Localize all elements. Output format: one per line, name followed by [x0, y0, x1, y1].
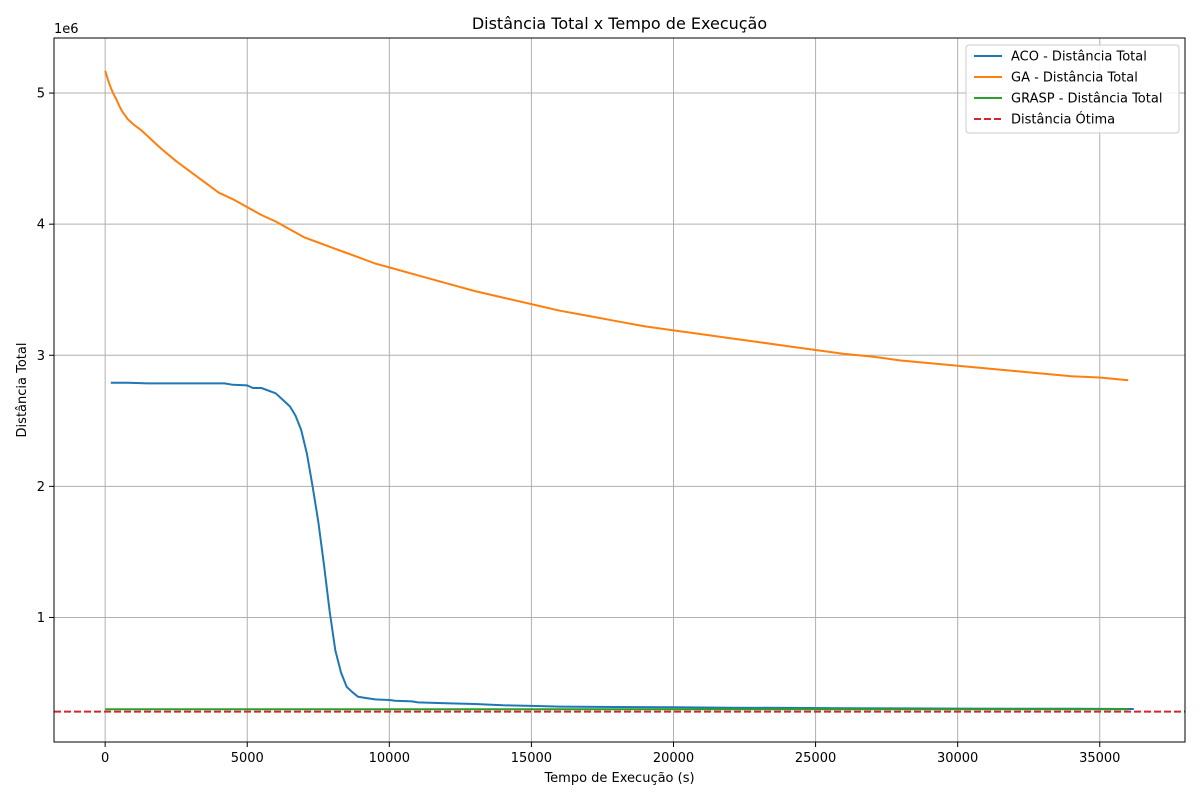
x-tick-label: 15000: [511, 751, 552, 766]
legend-box: [965, 44, 1180, 134]
plot-frame: [53, 37, 1186, 743]
grid: [54, 38, 1185, 742]
legend-entry-label: ACO - Distância Total: [1011, 50, 1147, 65]
legend: ACO - Distância Total GA - Distância Tota…: [965, 44, 1180, 134]
x-tick-label: 20000: [653, 751, 694, 766]
y-axis-label: Distância Total: [15, 343, 30, 438]
x-tick-label: 5000: [231, 751, 264, 766]
y-tick-label: 2: [37, 480, 45, 495]
x-tick-label: 25000: [795, 751, 836, 766]
x-tick-label: 35000: [1079, 751, 1120, 766]
legend-entry-label: GA - Distância Total: [1011, 71, 1138, 86]
series-line-0: [110, 381, 1134, 710]
y-tick-label: 5: [37, 87, 45, 102]
y-axis-ticks: 1 2 3 4 5: [37, 87, 54, 626]
x-tick-label: 0: [101, 751, 109, 766]
y-tick-label: 4: [37, 218, 45, 233]
x-axis-label: Tempo de Execução (s): [543, 771, 694, 786]
series-line-1: [104, 70, 1129, 382]
legend-entry-label: GRASP - Distância Total: [1011, 92, 1162, 107]
y-axis-offset-label: 1e6: [54, 22, 79, 37]
x-tick-label: 30000: [937, 751, 978, 766]
plot-series: [54, 70, 1185, 713]
legend-entry-label: Distância Ótima: [1011, 112, 1115, 128]
y-tick-label: 1: [37, 611, 45, 626]
x-axis-ticks: 0 5000 10000 15000 20000 25000 30000 35000: [101, 742, 1120, 766]
chart-title: Distância Total x Tempo de Execução: [472, 14, 767, 33]
y-tick-label: 3: [37, 349, 45, 364]
x-tick-label: 10000: [369, 751, 410, 766]
